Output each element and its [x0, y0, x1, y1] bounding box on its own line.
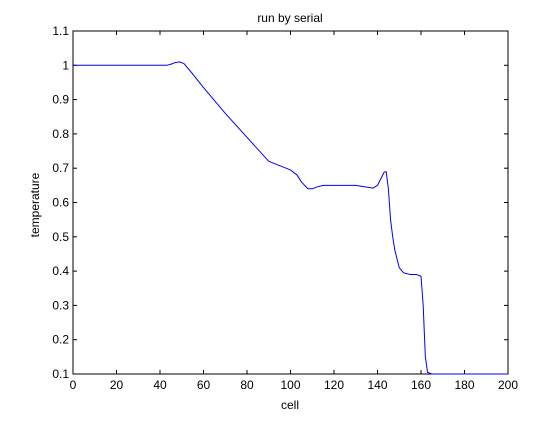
x-tick-label: 80: [240, 378, 254, 392]
series-layer: [73, 61, 508, 375]
y-tick-label: 0.8: [52, 127, 69, 141]
y-tick-label: 0.7: [52, 161, 69, 175]
y-tick-label: 0.2: [52, 333, 69, 347]
x-axis: 0 20 40 60 80 100 120 140 160 180 200: [70, 31, 518, 392]
y-axis: 0.1 0.2 0.3 0.4 0.5 0.6 0.7 0.8 0.9 1 1.1: [52, 24, 508, 381]
x-tick-label: 100: [280, 378, 300, 392]
x-tick-label: 140: [367, 378, 387, 392]
y-tick-label: 1: [62, 58, 69, 72]
x-tick-label: 60: [197, 378, 211, 392]
x-tick-label: 200: [498, 378, 518, 392]
plot-frame: [72, 30, 509, 375]
plot-area: [72, 30, 509, 375]
y-tick-label: 0.6: [52, 196, 69, 210]
y-tick-label: 1.1: [52, 24, 69, 38]
x-tick-label: 20: [110, 378, 124, 392]
x-tick-label: 160: [411, 378, 431, 392]
y-tick-label: 0.1: [52, 367, 69, 381]
x-tick-label: 180: [454, 378, 474, 392]
y-tick-label: 0.3: [52, 298, 69, 312]
y-axis-label: temperature: [28, 172, 42, 237]
chart-title: run by serial: [257, 11, 322, 25]
y-tick-label: 0.5: [52, 230, 69, 244]
y-tick-label: 0.4: [52, 264, 69, 278]
x-tick-label: 40: [153, 378, 167, 392]
y-tick-label: 0.9: [52, 93, 69, 107]
x-tick-label: 0: [70, 378, 77, 392]
x-axis-label: cell: [281, 398, 299, 412]
series-line-0: [73, 61, 508, 375]
x-tick-label: 120: [324, 378, 344, 392]
